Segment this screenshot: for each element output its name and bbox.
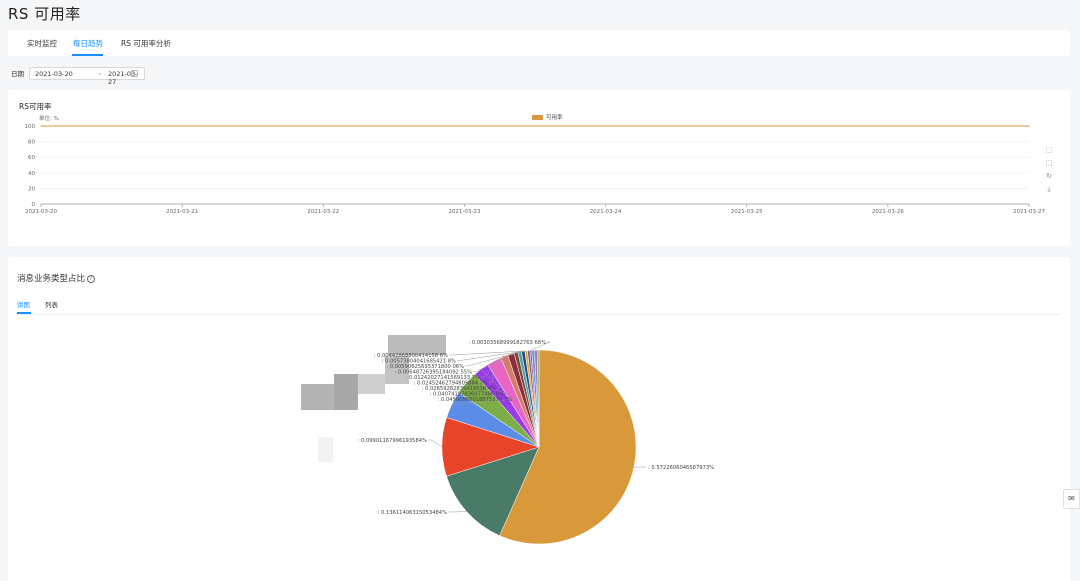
slice-label: : 0.5722606046587973% bbox=[648, 465, 714, 471]
slice-label: : 0.00303568999182763 68% bbox=[468, 340, 546, 346]
active-tab-indicator bbox=[72, 54, 103, 56]
slice-label: : 0.00590625635371800 06% bbox=[386, 364, 464, 370]
tab-rs-availability-analysis[interactable]: RS 可用率分析 bbox=[121, 39, 171, 48]
pie-title-text: 消息业务类型占比 bbox=[17, 274, 86, 284]
slice-label: : 0.01242027141569133 7% bbox=[406, 375, 480, 381]
pie-slice bbox=[499, 349, 637, 545]
pie-chart: : 0.5722606046587973% : 0.136114063150534… bbox=[358, 340, 714, 545]
tab-realtime-monitor[interactable]: 实时监控 bbox=[27, 39, 57, 48]
slice-label: : 0.00442868800414158 6% bbox=[374, 353, 448, 359]
date-start[interactable]: 2021-03-20 bbox=[35, 69, 73, 78]
data-point bbox=[1028, 125, 1030, 127]
label-line bbox=[530, 341, 551, 351]
label-line bbox=[480, 368, 501, 389]
label-line bbox=[466, 382, 509, 394]
slice-label: : 0.00573804041685421 8% bbox=[382, 359, 456, 365]
y-tick-label: 20 bbox=[28, 186, 35, 192]
y-tick-label: 0 bbox=[32, 202, 36, 208]
subtab-indicator bbox=[17, 312, 31, 314]
x-tick-label: 2021-03-24 bbox=[590, 209, 622, 215]
data-point bbox=[322, 125, 324, 127]
y-tick-label: 40 bbox=[28, 171, 35, 177]
date-separator: → bbox=[96, 69, 102, 78]
availability-chart-title: RS可用率 bbox=[19, 102, 52, 111]
slice-label: : 0.04590866018875379 7% bbox=[438, 397, 512, 403]
data-point bbox=[463, 125, 466, 127]
data-point bbox=[604, 125, 607, 127]
subtab-divider bbox=[17, 314, 1061, 315]
zoom-icon[interactable]: ⬚ bbox=[1045, 146, 1053, 154]
label-line bbox=[457, 351, 524, 361]
y-tick-label: 100 bbox=[25, 124, 36, 130]
restore-icon[interactable]: ↻ bbox=[1046, 172, 1052, 180]
x-tick-label: 2021-03-20 bbox=[25, 209, 57, 215]
label-line bbox=[465, 351, 520, 367]
y-tick-label: 60 bbox=[28, 155, 35, 161]
x-tick-label: 2021-03-23 bbox=[448, 209, 480, 215]
slice-label: : 0.02452462794805884 7% bbox=[414, 381, 488, 387]
calendar-icon[interactable] bbox=[131, 69, 138, 77]
x-tick-label: 2021-03-26 bbox=[872, 209, 904, 215]
y-tick-label: 80 bbox=[28, 140, 35, 146]
subtab-list[interactable]: 列表 bbox=[45, 301, 58, 309]
label-line bbox=[451, 398, 517, 405]
redacted-block bbox=[388, 335, 446, 355]
redacted-block bbox=[385, 356, 409, 384]
x-tick-label: 2021-03-25 bbox=[731, 209, 763, 215]
legend-label: 可用率 bbox=[546, 115, 563, 121]
slice-label: : 0.00648726395184092 55% bbox=[394, 370, 472, 376]
label-line bbox=[481, 356, 505, 378]
label-line bbox=[473, 352, 517, 372]
slice-label: : 0.02659282835419538 4% bbox=[422, 386, 496, 392]
zoom-reset-icon[interactable]: ⬚ bbox=[1045, 159, 1053, 167]
legend-swatch bbox=[532, 114, 543, 120]
pie-slice bbox=[536, 349, 540, 448]
slice-label: : 0.04074197836077486 6% bbox=[430, 392, 504, 398]
redacted-block bbox=[318, 437, 333, 462]
date-range-picker[interactable]: 2021-03-20 → 2021-03-27 bbox=[29, 66, 145, 86]
tab-daily-trend[interactable]: 每日趋势 bbox=[73, 39, 103, 48]
redacted-block bbox=[334, 374, 358, 410]
date-end[interactable]: 2021-03-27 bbox=[108, 69, 138, 86]
slice-label: : 0.13611406315053484% bbox=[378, 510, 447, 516]
label-line bbox=[489, 360, 495, 383]
pie-chart-title: 消息业务类型占比? bbox=[17, 272, 96, 284]
pie-chart-card: 消息业务类型占比? 饼图 列表 : 0.5722606046587973%: 0… bbox=[8, 257, 1070, 581]
data-point bbox=[40, 125, 42, 127]
date-label: 日期 bbox=[11, 70, 24, 78]
tab-bar: 实时监控 每日趋势 RS 可用率分析 bbox=[8, 30, 1070, 56]
redacted-block bbox=[358, 374, 385, 394]
chart-toolbox: ⬚ ⬚ ↻ ⤓ bbox=[1045, 146, 1057, 198]
unit-label: 单位: % bbox=[39, 116, 59, 122]
x-tick-label: 2021-03-27 bbox=[1013, 209, 1045, 215]
date-filter: 日期 2021-03-20 → 2021-03-27 bbox=[11, 66, 145, 86]
x-tick-label: 2021-03-22 bbox=[307, 209, 339, 215]
data-point bbox=[181, 125, 183, 127]
help-icon[interactable]: ? bbox=[87, 274, 96, 283]
label-line bbox=[428, 439, 443, 448]
redacted-block bbox=[301, 384, 334, 410]
subtab-pie[interactable]: 饼图 bbox=[17, 301, 30, 309]
slice-label: : 0.09901167996193584% bbox=[358, 438, 427, 444]
data-point bbox=[887, 125, 889, 127]
mail-icon[interactable]: ✉ bbox=[1063, 489, 1080, 509]
line-chart: 0 20 40 60 80 100 2021-03-20 2021-03-21 2021-03-… bbox=[25, 124, 1046, 215]
availability-chart-card: RS可用率 单位: % 可用率 0 20 40 60 80 100 2021-03-20 20… bbox=[8, 90, 1070, 246]
page-title: RS 可用率 bbox=[8, 5, 81, 23]
download-icon[interactable]: ⤓ bbox=[1047, 185, 1051, 193]
data-point bbox=[746, 125, 748, 127]
chart-legend[interactable]: 可用率 bbox=[532, 113, 563, 121]
x-tick-label: 2021-03-21 bbox=[166, 209, 198, 215]
label-line bbox=[449, 350, 527, 356]
